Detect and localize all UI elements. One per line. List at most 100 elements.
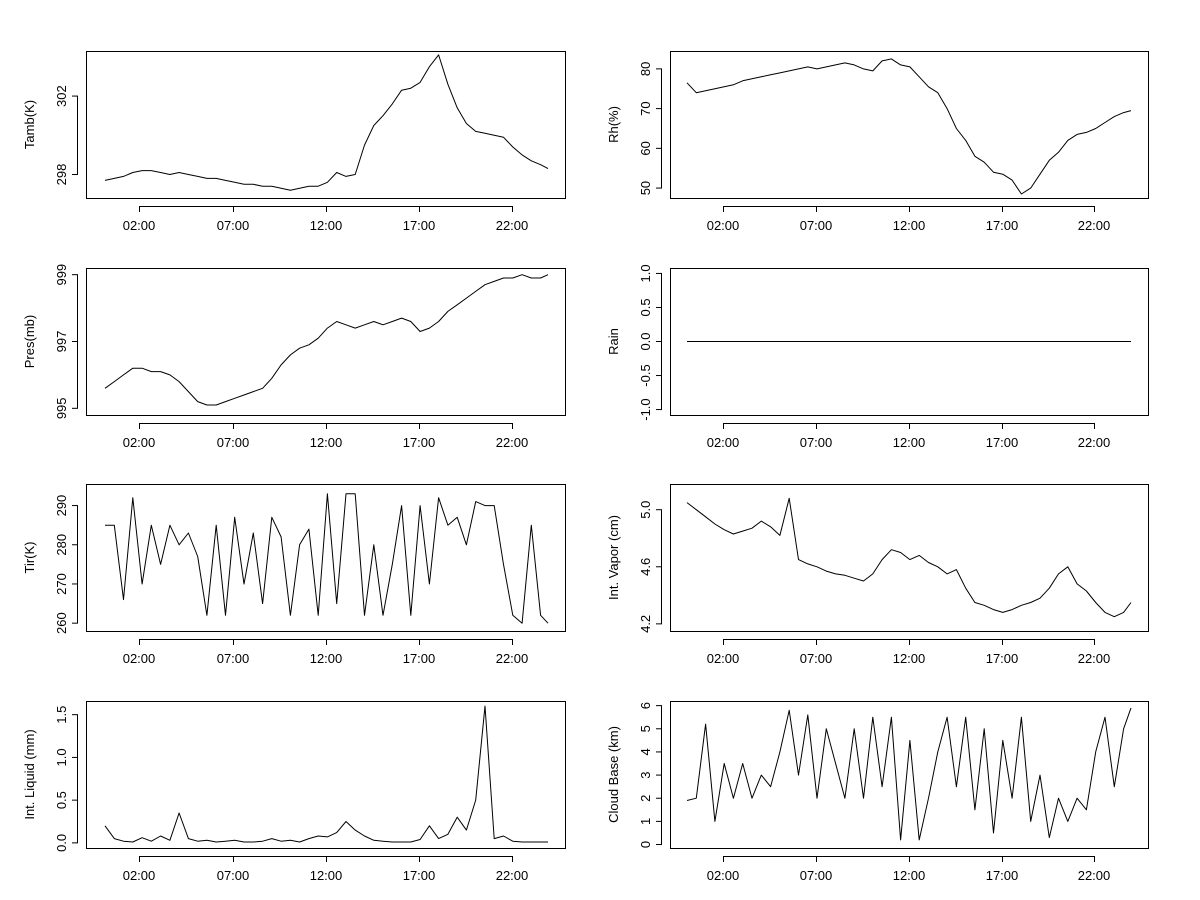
series-line — [686, 58, 1132, 195]
plot-frame — [86, 484, 566, 632]
y-tick-label: 4.6 — [638, 558, 653, 576]
panel-6: 02:00 07:00 12:00 17:00 22:00 0.0 0.5 1.0 1.5 Int… — [22, 701, 566, 883]
x-tick-label: 17:00 — [403, 651, 436, 666]
series-line — [686, 497, 1132, 618]
x-tick-label: 02:00 — [123, 218, 156, 233]
y-tick-label: 995 — [54, 397, 69, 419]
x-axis: 02:00 07:00 12:00 17:00 22:00 — [123, 206, 529, 233]
y-tick-label: -1.0 — [638, 398, 653, 420]
x-tick-label: 07:00 — [800, 435, 833, 450]
x-tick-label: 17:00 — [986, 435, 1019, 450]
x-tick-label: 22:00 — [1078, 218, 1111, 233]
x-tick-label: 17:00 — [403, 218, 436, 233]
y-axis: 260 270 280 290 — [54, 495, 78, 634]
y-axis: 0.0 0.5 1.0 1.5 — [54, 706, 78, 852]
y-tick-label: 0.5 — [638, 298, 653, 316]
x-axis: 02:00 07:00 12:00 17:00 22:00 — [123, 423, 528, 450]
y-axis-label: Tir(K) — [22, 541, 37, 573]
y-tick-label: 1 — [638, 818, 653, 825]
y-axis-label: Pres(mb) — [22, 315, 37, 368]
y-tick-label: 3 — [638, 771, 653, 778]
x-tick-label: 07:00 — [217, 218, 250, 233]
x-tick-label: 12:00 — [893, 435, 926, 450]
panel-4: 02:00 07:00 12:00 17:00 22:00 260 270 280 290 Tir… — [22, 484, 566, 666]
y-tick-label: 2 — [638, 795, 653, 802]
x-axis: 02:00 07:00 12:00 17:00 22:00 — [123, 639, 529, 666]
x-axis: 02:00 07:00 12:00 17:00 22:00 — [707, 639, 1111, 666]
x-tick-label: 22:00 — [496, 218, 529, 233]
y-tick-label: 4 — [638, 748, 653, 755]
x-tick-label: 07:00 — [217, 435, 250, 450]
x-tick-label: 17:00 — [403, 435, 436, 450]
y-axis-label: Rain — [606, 328, 621, 355]
y-tick-label: 5.0 — [638, 501, 653, 519]
plot-frame — [670, 51, 1149, 199]
series-line — [104, 274, 549, 406]
x-tick-label: 17:00 — [986, 218, 1019, 233]
y-axis: -1.0 -0.5 0.0 0.5 1.0 — [638, 264, 662, 421]
x-tick-label: 02:00 — [707, 435, 740, 450]
panel-2: 02:00 07:00 12:00 17:00 22:00 995 997 999 Pres(m… — [22, 264, 566, 450]
y-tick-label: 1.0 — [638, 264, 653, 282]
y-tick-label: 999 — [54, 264, 69, 286]
panel-7: 02:00 07:00 12:00 17:00 22:00 0 1 2 3 4 5 6 Cloud Ba… — [606, 701, 1149, 883]
y-tick-label: 1.0 — [54, 748, 69, 766]
x-tick-label: 12:00 — [310, 218, 343, 233]
plot-frame — [86, 701, 566, 849]
x-axis: 02:00 07:00 12:00 17:00 22:00 — [707, 856, 1110, 883]
y-tick-label: 5 — [638, 725, 653, 732]
x-tick-label: 07:00 — [800, 218, 833, 233]
x-tick-label: 02:00 — [123, 651, 156, 666]
plot-frame — [670, 701, 1149, 849]
x-tick-label: 22:00 — [1078, 435, 1111, 450]
y-tick-label: 6 — [638, 702, 653, 709]
x-tick-label: 07:00 — [800, 868, 833, 883]
y-tick-label: 60 — [638, 141, 653, 155]
x-tick-label: 02:00 — [123, 868, 156, 883]
y-tick-label: 260 — [54, 612, 69, 634]
x-axis: 02:00 07:00 12:00 17:00 22:00 — [123, 856, 529, 883]
y-tick-label: 302 — [54, 85, 69, 107]
panel-1: 02:00 07:00 12:00 17:00 22:00 50 60 70 80 Rh(%) — [606, 51, 1149, 233]
x-axis: 02:00 07:00 12:00 17:00 22:00 — [707, 423, 1111, 450]
y-tick-label: 0.5 — [54, 791, 69, 809]
x-tick-label: 22:00 — [496, 868, 529, 883]
y-tick-label: 70 — [638, 101, 653, 115]
series-line — [105, 493, 549, 624]
plot-frame — [86, 51, 566, 199]
y-axis-label: Rh(%) — [606, 106, 621, 143]
y-axis: 995 997 999 — [54, 264, 78, 419]
x-tick-label: 02:00 — [123, 435, 156, 450]
y-axis-label: Tamb(K) — [22, 100, 37, 149]
x-tick-label: 02:00 — [707, 651, 740, 666]
y-tick-label: 80 — [638, 62, 653, 76]
y-tick-label: 0.0 — [54, 834, 69, 852]
x-tick-label: 12:00 — [893, 868, 926, 883]
y-tick-label: 280 — [54, 534, 69, 556]
x-tick-label: 02:00 — [707, 218, 740, 233]
x-tick-label: 02:00 — [707, 868, 740, 883]
x-tick-label: 12:00 — [310, 435, 343, 450]
y-tick-label: 270 — [54, 573, 69, 595]
y-axis: 298 302 — [54, 85, 78, 185]
y-axis: 50 60 70 80 — [638, 62, 662, 195]
series-line — [104, 705, 548, 843]
y-tick-label: 0.0 — [638, 332, 653, 350]
y-tick-label: -0.5 — [638, 364, 653, 386]
y-axis-label: Int. Liquid (mm) — [22, 729, 37, 819]
y-tick-label: 1.5 — [54, 706, 69, 724]
y-tick-label: 50 — [638, 181, 653, 195]
y-tick-label: 997 — [54, 331, 69, 353]
y-tick-label: 290 — [54, 495, 69, 517]
x-tick-label: 22:00 — [1078, 651, 1111, 666]
panel-0: 02:00 07:00 12:00 17:00 22:00 298 302 Tamb(K) — [22, 51, 566, 233]
x-tick-label: 12:00 — [893, 218, 926, 233]
x-tick-label: 07:00 — [217, 651, 250, 666]
x-tick-label: 12:00 — [310, 868, 343, 883]
x-tick-label: 17:00 — [403, 868, 436, 883]
x-tick-label: 07:00 — [800, 651, 833, 666]
x-tick-label: 12:00 — [310, 651, 343, 666]
y-axis-label: Int. Vapor (cm) — [606, 515, 621, 600]
x-tick-label: 22:00 — [496, 651, 529, 666]
